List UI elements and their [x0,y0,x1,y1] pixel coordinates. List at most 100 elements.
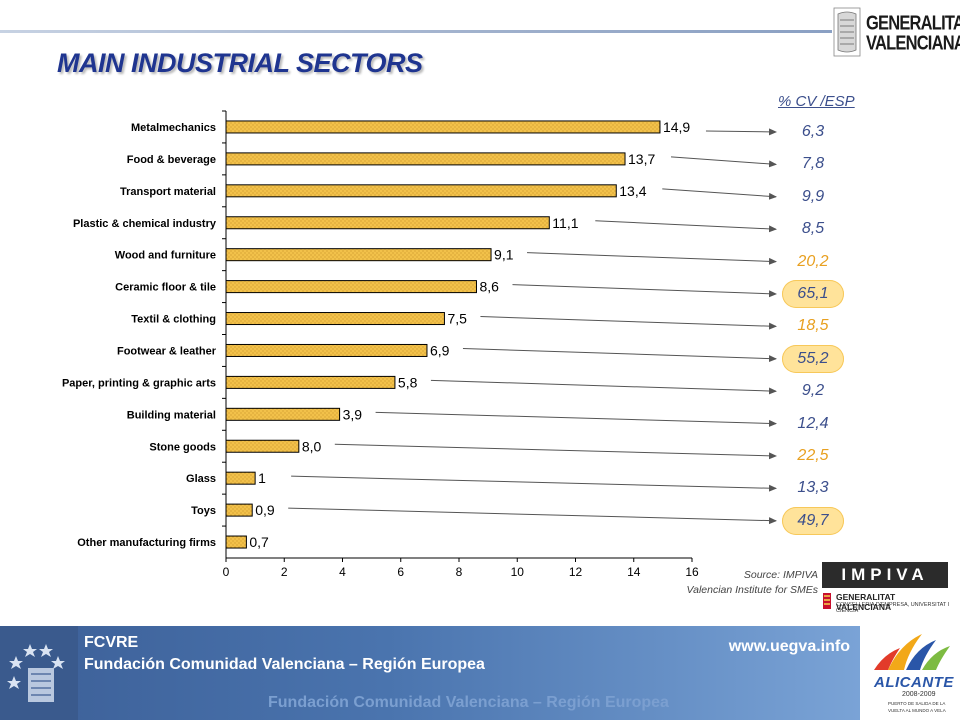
bar-13 [225,535,247,549]
eu-stars-logo [0,626,78,720]
alicante-years: 2008-2009 [902,691,936,698]
cv-esp-value-4: 20,2 [797,252,829,270]
footer-bar: FCVRE Fundación Comunidad Valenciana – R… [0,626,860,720]
source-note: Source: IMPIVA Valencian Institute for S… [686,568,818,598]
bar-value-label-8: 5,8 [398,374,418,390]
bar-value-label-0: 14,9 [663,119,690,135]
category-label-7: Footwear & leather [117,345,217,357]
impiva-sub-logo: GENERALITAT VALENCIANA CONSELLERIA D'EMP… [822,592,952,614]
pointer-arrow-0 [705,128,777,136]
bar-value-label-12: 0,9 [255,502,275,518]
category-label-10: Stone goods [149,441,216,453]
bar-value-label-10: 8,0 [302,438,322,454]
x-tick-label-2: 4 [339,565,346,579]
cv-esp-value-7: 55,2 [782,344,844,373]
x-tick-label-1: 2 [281,565,288,579]
category-label-4: Wood and furniture [115,250,216,262]
bar-1 [225,152,626,166]
x-tick-label-0: 0 [223,565,230,579]
bar-4 [225,248,492,262]
logo-text-line2: VALENCIANA [866,32,960,55]
alicante-sub2: VUELTA AL MUNDO A VELA [888,708,946,713]
cv-esp-value-6: 18,5 [797,317,829,335]
bar-chart: 14,9 13,7 13,4 11,1 9,1 8,6 7,5 6,9 5,8 3,9 8,0 1 0,… [62,110,777,579]
footer-ghost-text: Fundación Comunidad Valenciana – Región … [268,694,669,711]
cv-esp-value-0: 6,3 [801,123,825,140]
source-line1: Source: IMPIVA [743,569,818,581]
cv-esp-value-11: 13,3 [797,479,829,497]
impiva-sub-line2: CONSELLERIA D'EMPRESA, UNIVERSITAT I CIÈ… [836,602,950,614]
x-tick-label-5: 10 [511,565,525,579]
eu-stars-icon [7,644,65,702]
pointer-arrow-7 [462,347,777,363]
bar-value-label-11: 1 [258,470,266,486]
category-label-12: Toys [191,505,216,517]
category-label-3: Plastic & chemical industry [73,218,217,230]
generalitat-small-emblem-icon [823,593,831,609]
impiva-logo: IMPIVA [822,562,948,588]
bar-0 [225,120,661,134]
source-line2: Valencian Institute for SMEs [686,584,818,596]
header-rule [0,30,832,33]
cv-esp-value-12: 49,7 [782,506,844,535]
category-label-5: Ceramic floor & tile [115,282,216,294]
pointer-arrow-10 [334,443,777,460]
bar-value-label-7: 6,9 [430,342,450,358]
x-tick-label-6: 12 [569,565,583,579]
cv-esp-value-5: 65,1 [782,280,844,308]
category-label-2: Transport material [120,186,216,198]
pointer-arrow-2 [662,188,777,200]
cv-esp-value-2: 9,9 [801,187,825,205]
x-tick-label-7: 14 [627,565,641,579]
bar-11 [225,471,256,485]
bar-5 [225,280,477,294]
page-title: MAIN INDUSTRIAL SECTORS [57,48,423,78]
pointer-arrow-5 [512,284,777,298]
alicante-sub1: PUERTO DE SALIDA DE LA [888,701,946,706]
bar-12 [225,503,253,517]
cv-esp-value-9: 12,4 [797,414,829,432]
category-label-9: Building material [127,409,216,421]
bar-value-label-3: 11,1 [552,215,578,231]
footer-org-short: FCVRE [84,634,139,651]
bar-value-label-6: 7,5 [447,311,467,327]
category-label-8: Paper, printing & graphic arts [62,377,216,389]
bar-value-label-13: 0,7 [249,534,269,550]
bar-10 [225,439,300,453]
bar-value-label-9: 3,9 [343,406,363,422]
impiva-sub-line1: GENERALITAT VALENCIANA [836,592,896,612]
cv-esp-value-8: 9,2 [801,382,825,400]
bar-9 [225,407,341,421]
pointer-arrow-6 [480,316,777,330]
bar-7 [225,343,428,357]
bar-8 [225,375,396,389]
x-tick-label-3: 6 [397,565,404,579]
pointer-arrow-9 [375,411,777,427]
bar-6 [225,312,445,326]
cv-esp-value-10: 22,5 [797,447,829,464]
bar-value-label-2: 13,4 [619,183,646,199]
category-label-11: Glass [186,473,216,485]
sails-icon [874,634,950,670]
category-label-0: Metalmechanics [131,122,216,134]
category-label-6: Textil & clothing [131,314,216,326]
alicante-word: ALICANTE [874,674,954,691]
cv-esp-value-3: 8,5 [801,220,825,238]
pointer-arrow-1 [670,156,777,168]
bar-value-label-4: 9,1 [494,247,514,263]
pointer-arrow-8 [430,379,777,395]
x-tick-label-8: 16 [685,565,699,579]
x-tick-label-4: 8 [456,565,463,579]
category-label-1: Food & beverage [127,154,216,166]
cv-esp-value-1: 7,8 [801,155,825,173]
footer-website-link[interactable]: www.uegva.info [728,638,850,655]
pointer-arrow-4 [527,252,777,265]
bar-2 [225,184,617,198]
generalitat-valenciana-logo: GENERALITAT VALENCIANA [832,6,960,58]
pointer-arrow-11 [291,475,777,492]
bar-value-label-5: 8,6 [479,279,499,295]
alicante-logo: ALICANTE 2008-2009 PUERTO DE SALIDA DE L… [866,626,960,720]
bar-value-label-1: 13,7 [628,151,655,167]
bar-3 [225,216,550,230]
pointer-arrow-3 [595,220,777,233]
